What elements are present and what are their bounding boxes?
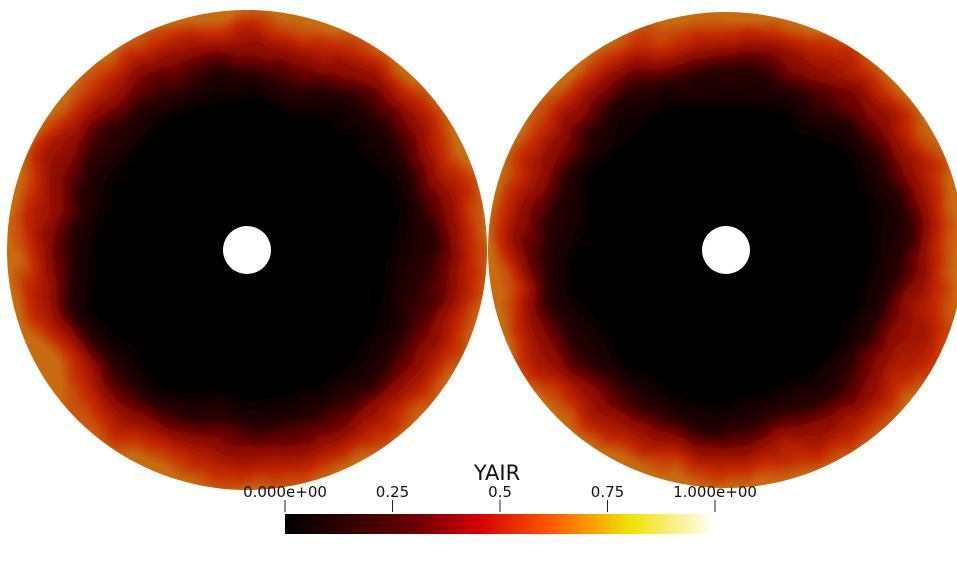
right-disk: [488, 12, 957, 488]
tick-label: 0.25: [376, 483, 409, 501]
tick-label: 0.75: [591, 483, 624, 501]
colorbar-title: YAIR: [473, 461, 520, 485]
tick-label: 1.000e+00: [673, 483, 757, 501]
tick-label: 0.5: [488, 483, 512, 501]
tick-label: 0.000e+00: [243, 483, 327, 501]
colorbar: [285, 514, 715, 534]
colorbar-ticks: 0.000e+00 0.25 0.5 0.75 1.000e+00: [243, 483, 757, 512]
left-disk: [7, 10, 487, 490]
